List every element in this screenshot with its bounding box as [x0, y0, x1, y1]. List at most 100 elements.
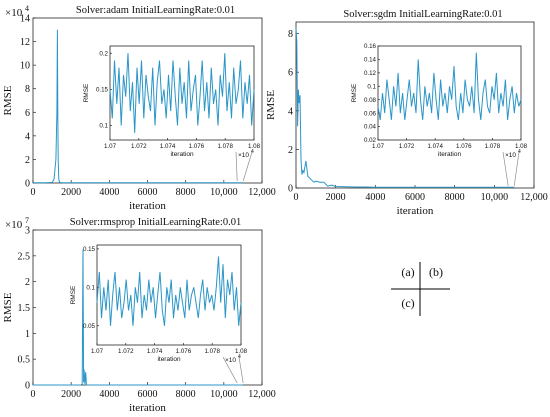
x-tick-label: 8000: [176, 389, 196, 400]
x-tick-label: 2000: [61, 389, 81, 400]
inset-x-tick-label: 1.074: [147, 348, 163, 355]
y-tick-label: 2: [25, 155, 30, 166]
x-tick-label: 2000: [326, 192, 346, 203]
x-tick-label: 10,000: [481, 192, 509, 203]
inset-x-exponent-power: 4: [238, 354, 241, 360]
y-tick-label: 0: [25, 179, 30, 190]
inset-x-tick-label: 1.074: [427, 143, 443, 150]
legend-label-c: (c): [401, 296, 414, 310]
inset-x-tick-label: 1.08: [515, 143, 528, 150]
y-axis-label: RMSE: [2, 85, 14, 115]
inset-y-tick-label: 0.02: [364, 137, 377, 144]
inset-x-tick-label: 1.072: [118, 348, 134, 355]
inset-y-tick-label: 0.06: [364, 110, 377, 117]
inset-x-exponent-label: ×10: [238, 152, 249, 159]
inset-y-tick-label: 0.05: [83, 323, 96, 330]
x-axis-label: iteration: [397, 205, 434, 217]
inset-x-tick-label: 1.07: [91, 348, 104, 355]
inset-x-tick-label: 1.08: [235, 348, 248, 355]
chart-panel-c: 0 2000 4000 6000 8000 10,000 12,000 0 0.5 1 1.5 2 2.…: [2, 216, 276, 414]
x-tick-label: 0: [31, 187, 36, 198]
inset-x-tick-label: 1.08: [248, 143, 261, 150]
inset-y-tick-label: 0.15: [96, 87, 109, 94]
y-tick-label: 8: [288, 29, 293, 40]
inset-data-series-line: [109, 53, 255, 133]
inset-y-tick-label: 0.2: [99, 50, 108, 57]
zoom-connector-line: [222, 356, 238, 384]
y-exponent-label: ×10: [5, 7, 23, 19]
inset-x-tick-label: 1.07: [104, 143, 117, 150]
chart-panel-a: 0 2000 4000 6000 8000 10,000 12,000 0 2 4 6 8 10 12 14…: [2, 4, 276, 212]
inset-x-tick-label: 1.07: [372, 143, 385, 150]
y-tick-label: 12: [20, 37, 30, 48]
inset-x-tick-label: 1.072: [131, 143, 147, 150]
y-exponent-label: ×10: [5, 219, 23, 231]
y-tick-label: 6: [288, 68, 293, 79]
x-tick-label: 6000: [405, 192, 425, 203]
inset-x-tick-label: 1.076: [176, 348, 192, 355]
x-tick-label: 4000: [365, 192, 385, 203]
legend-label-b: (b): [429, 265, 443, 279]
inset-x-exponent-power: 4: [251, 149, 254, 155]
data-series-line: [295, 27, 515, 188]
inset-x-tick-label: 1.076: [189, 143, 205, 150]
data-series-line: [33, 249, 243, 386]
y-tick-label: 4: [25, 131, 30, 142]
data-series-line: [33, 29, 243, 184]
y-axis-label: RMSE: [2, 292, 14, 322]
y-tick-label: 6: [25, 108, 30, 119]
inset-y-tick-label: 0.04: [364, 124, 377, 131]
inset-y-tick-label: 0.08: [364, 97, 377, 104]
zoom-connector-line: [242, 151, 253, 182]
zoom-connector-line: [235, 151, 238, 182]
y-tick-label: 0: [288, 184, 293, 195]
zoom-connector-line: [502, 151, 509, 187]
inset-y-tick-label: 0.12: [364, 70, 377, 77]
y-axis-label: RMSE: [265, 90, 277, 120]
x-tick-label: 4000: [99, 187, 119, 198]
inset-x-tick-label: 1.078: [485, 143, 501, 150]
inset-chart: 1.07 1.072 1.074 1.076 1.078 1.08 0.05 0.1 0.15 i…: [70, 244, 248, 364]
x-tick-label: 8000: [445, 192, 465, 203]
x-tick-label: 12,000: [248, 389, 276, 400]
inset-x-tick-label: 1.078: [204, 348, 220, 355]
x-tick-label: 12,000: [248, 187, 276, 198]
inset-y-tick-label: 0.14: [364, 57, 377, 64]
chart-title: Solver:sgdm InitialLearningRate:0.01: [343, 9, 502, 20]
y-tick-label: 3: [25, 226, 30, 237]
y-tick-label: 14: [20, 14, 30, 25]
inset-y-tick-label: 0.1: [367, 83, 376, 90]
inset-y-tick-label: 0.15: [83, 246, 96, 253]
x-tick-label: 4000: [99, 389, 119, 400]
x-tick-label: 0: [294, 192, 299, 203]
y-tick-label: 1: [25, 329, 30, 340]
inset-x-exponent-label: ×10: [225, 357, 236, 364]
x-tick-label: 0: [31, 389, 36, 400]
x-axis-label: iteration: [129, 402, 166, 414]
x-tick-label: 8000: [176, 187, 196, 198]
inset-y-axis-label: RMSE: [351, 83, 358, 102]
y-tick-label: 2: [25, 277, 30, 288]
y-exponent-power: 4: [25, 4, 29, 13]
inset-x-axis-label: iteration: [438, 151, 462, 158]
inset-x-tick-label: 1.076: [456, 143, 472, 150]
y-tick-label: 10: [20, 61, 30, 72]
y-tick-label: 4: [288, 106, 293, 117]
y-tick-label: 2.5: [18, 251, 31, 262]
chart-panel-b: 0 2000 4000 6000 8000 10,000 12,000 0 2 4 6 8 Solver…: [265, 9, 548, 217]
panel-legend: (a) (b) (c): [391, 262, 450, 316]
inset-x-axis-label: iteration: [170, 151, 194, 158]
inset-y-tick-label: 0.1: [99, 123, 108, 130]
legend-label-a: (a): [401, 265, 414, 279]
x-axis-label: iteration: [129, 200, 166, 212]
y-tick-label: 2: [288, 145, 293, 156]
y-tick-label: 1.5: [18, 303, 31, 314]
zoom-connector-line: [238, 356, 244, 384]
x-tick-label: 2000: [61, 187, 81, 198]
y-tick-label: 0.5: [18, 355, 31, 366]
inset-y-axis-label: RMSE: [70, 285, 77, 304]
chart-title: Solver:rmsprop InitialLearningRate:0.01: [70, 217, 241, 228]
chart-title: Solver:adam InitialLearningRate:0.01: [76, 5, 235, 16]
inset-data-series-line: [377, 52, 522, 120]
inset-x-tick-label: 1.072: [399, 143, 415, 150]
